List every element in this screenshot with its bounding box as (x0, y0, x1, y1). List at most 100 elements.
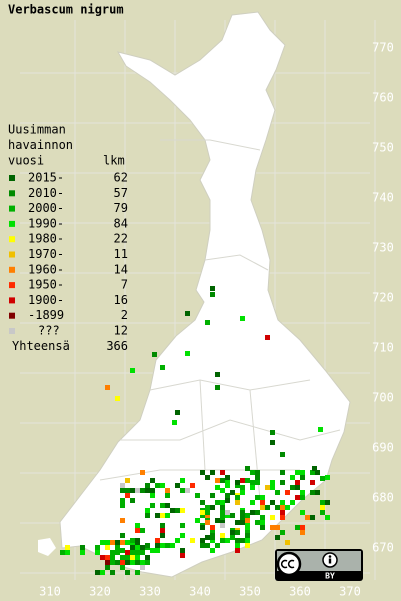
observation-square (240, 485, 245, 490)
observation-square (100, 570, 105, 575)
observation-square (255, 495, 260, 500)
observation-square (210, 292, 215, 297)
legend-label: 2015- (28, 171, 64, 185)
y-label: 720 (372, 291, 394, 305)
observation-square (105, 560, 110, 565)
observation-square (285, 490, 290, 495)
observation-square (115, 550, 120, 555)
observation-square (135, 570, 140, 575)
observation-square (260, 515, 265, 520)
x-label: 310 (39, 585, 61, 599)
observation-square (200, 470, 205, 475)
observation-square (140, 545, 145, 550)
observation-square (240, 316, 245, 321)
observation-square (300, 475, 305, 480)
observation-square (265, 505, 270, 510)
observation-square (130, 488, 135, 493)
observation-square (280, 480, 285, 485)
observation-square (155, 483, 160, 488)
observation-square (125, 478, 130, 483)
legend-label: 2010- (28, 186, 64, 200)
observation-square (225, 498, 230, 503)
observation-square (130, 550, 135, 555)
observation-square (140, 488, 145, 493)
map-title: Verbascum nigrum (8, 3, 124, 17)
observation-square (172, 420, 177, 425)
observation-square (265, 335, 270, 340)
observation-square (110, 540, 115, 545)
observation-square (220, 488, 225, 493)
observation-square (270, 480, 275, 485)
observation-square (235, 548, 240, 553)
y-label: 730 (372, 241, 394, 255)
observation-square (215, 372, 220, 377)
legend-count: 11 (114, 247, 128, 261)
legend-swatch (9, 205, 15, 212)
observation-square (280, 500, 285, 505)
observation-square (130, 368, 135, 373)
observation-square (275, 525, 280, 530)
observation-square (295, 480, 300, 485)
observation-square (295, 525, 300, 530)
observation-square (245, 525, 250, 530)
observation-square (175, 538, 180, 543)
observation-square (215, 518, 220, 523)
observation-square (225, 493, 230, 498)
observation-square (210, 525, 215, 530)
observation-square (105, 545, 110, 550)
observation-square (150, 478, 155, 483)
observation-square (150, 488, 155, 493)
observation-square (320, 510, 325, 515)
observation-square (105, 540, 110, 545)
observation-square (300, 495, 305, 500)
observation-square (240, 538, 245, 543)
observation-square (95, 550, 100, 555)
observation-square (160, 513, 165, 518)
observation-square (220, 538, 225, 543)
observation-square (260, 505, 265, 510)
observation-square (210, 548, 215, 553)
observation-square (220, 505, 225, 510)
observation-square (115, 396, 120, 401)
observation-square (320, 505, 325, 510)
observation-square (115, 545, 120, 550)
observation-square (260, 495, 265, 500)
legend-heading: Uusimman (8, 123, 66, 137)
observation-square (180, 508, 185, 513)
observation-square (140, 470, 145, 475)
observation-square (220, 518, 225, 523)
observation-square (105, 555, 110, 560)
observation-square (145, 513, 150, 518)
observation-square (255, 520, 260, 525)
observation-square (220, 470, 225, 475)
observation-square (235, 520, 240, 525)
observation-square (100, 555, 105, 560)
legend-label: 1970- (28, 247, 64, 261)
observation-square (318, 427, 323, 432)
observation-square (300, 510, 305, 515)
observation-square (145, 560, 150, 565)
observation-square (135, 555, 140, 560)
observation-square (325, 475, 330, 480)
observation-square (120, 555, 125, 560)
observation-square (215, 485, 220, 490)
legend-count-heading: lkm (103, 154, 125, 168)
observation-square (255, 470, 260, 475)
observation-square (230, 513, 235, 518)
observation-square (295, 470, 300, 475)
observation-square (65, 550, 70, 555)
observation-square (210, 286, 215, 291)
observation-square (225, 538, 230, 543)
observation-square (140, 550, 145, 555)
observation-square (205, 513, 210, 518)
y-label: 670 (372, 541, 394, 555)
observation-square (120, 488, 125, 493)
observation-square (245, 513, 250, 518)
observation-square (170, 508, 175, 513)
legend-swatch (9, 190, 15, 197)
region-borders (99, 139, 341, 501)
observation-square (320, 500, 325, 505)
observation-square (160, 523, 165, 528)
observation-square (270, 485, 275, 490)
